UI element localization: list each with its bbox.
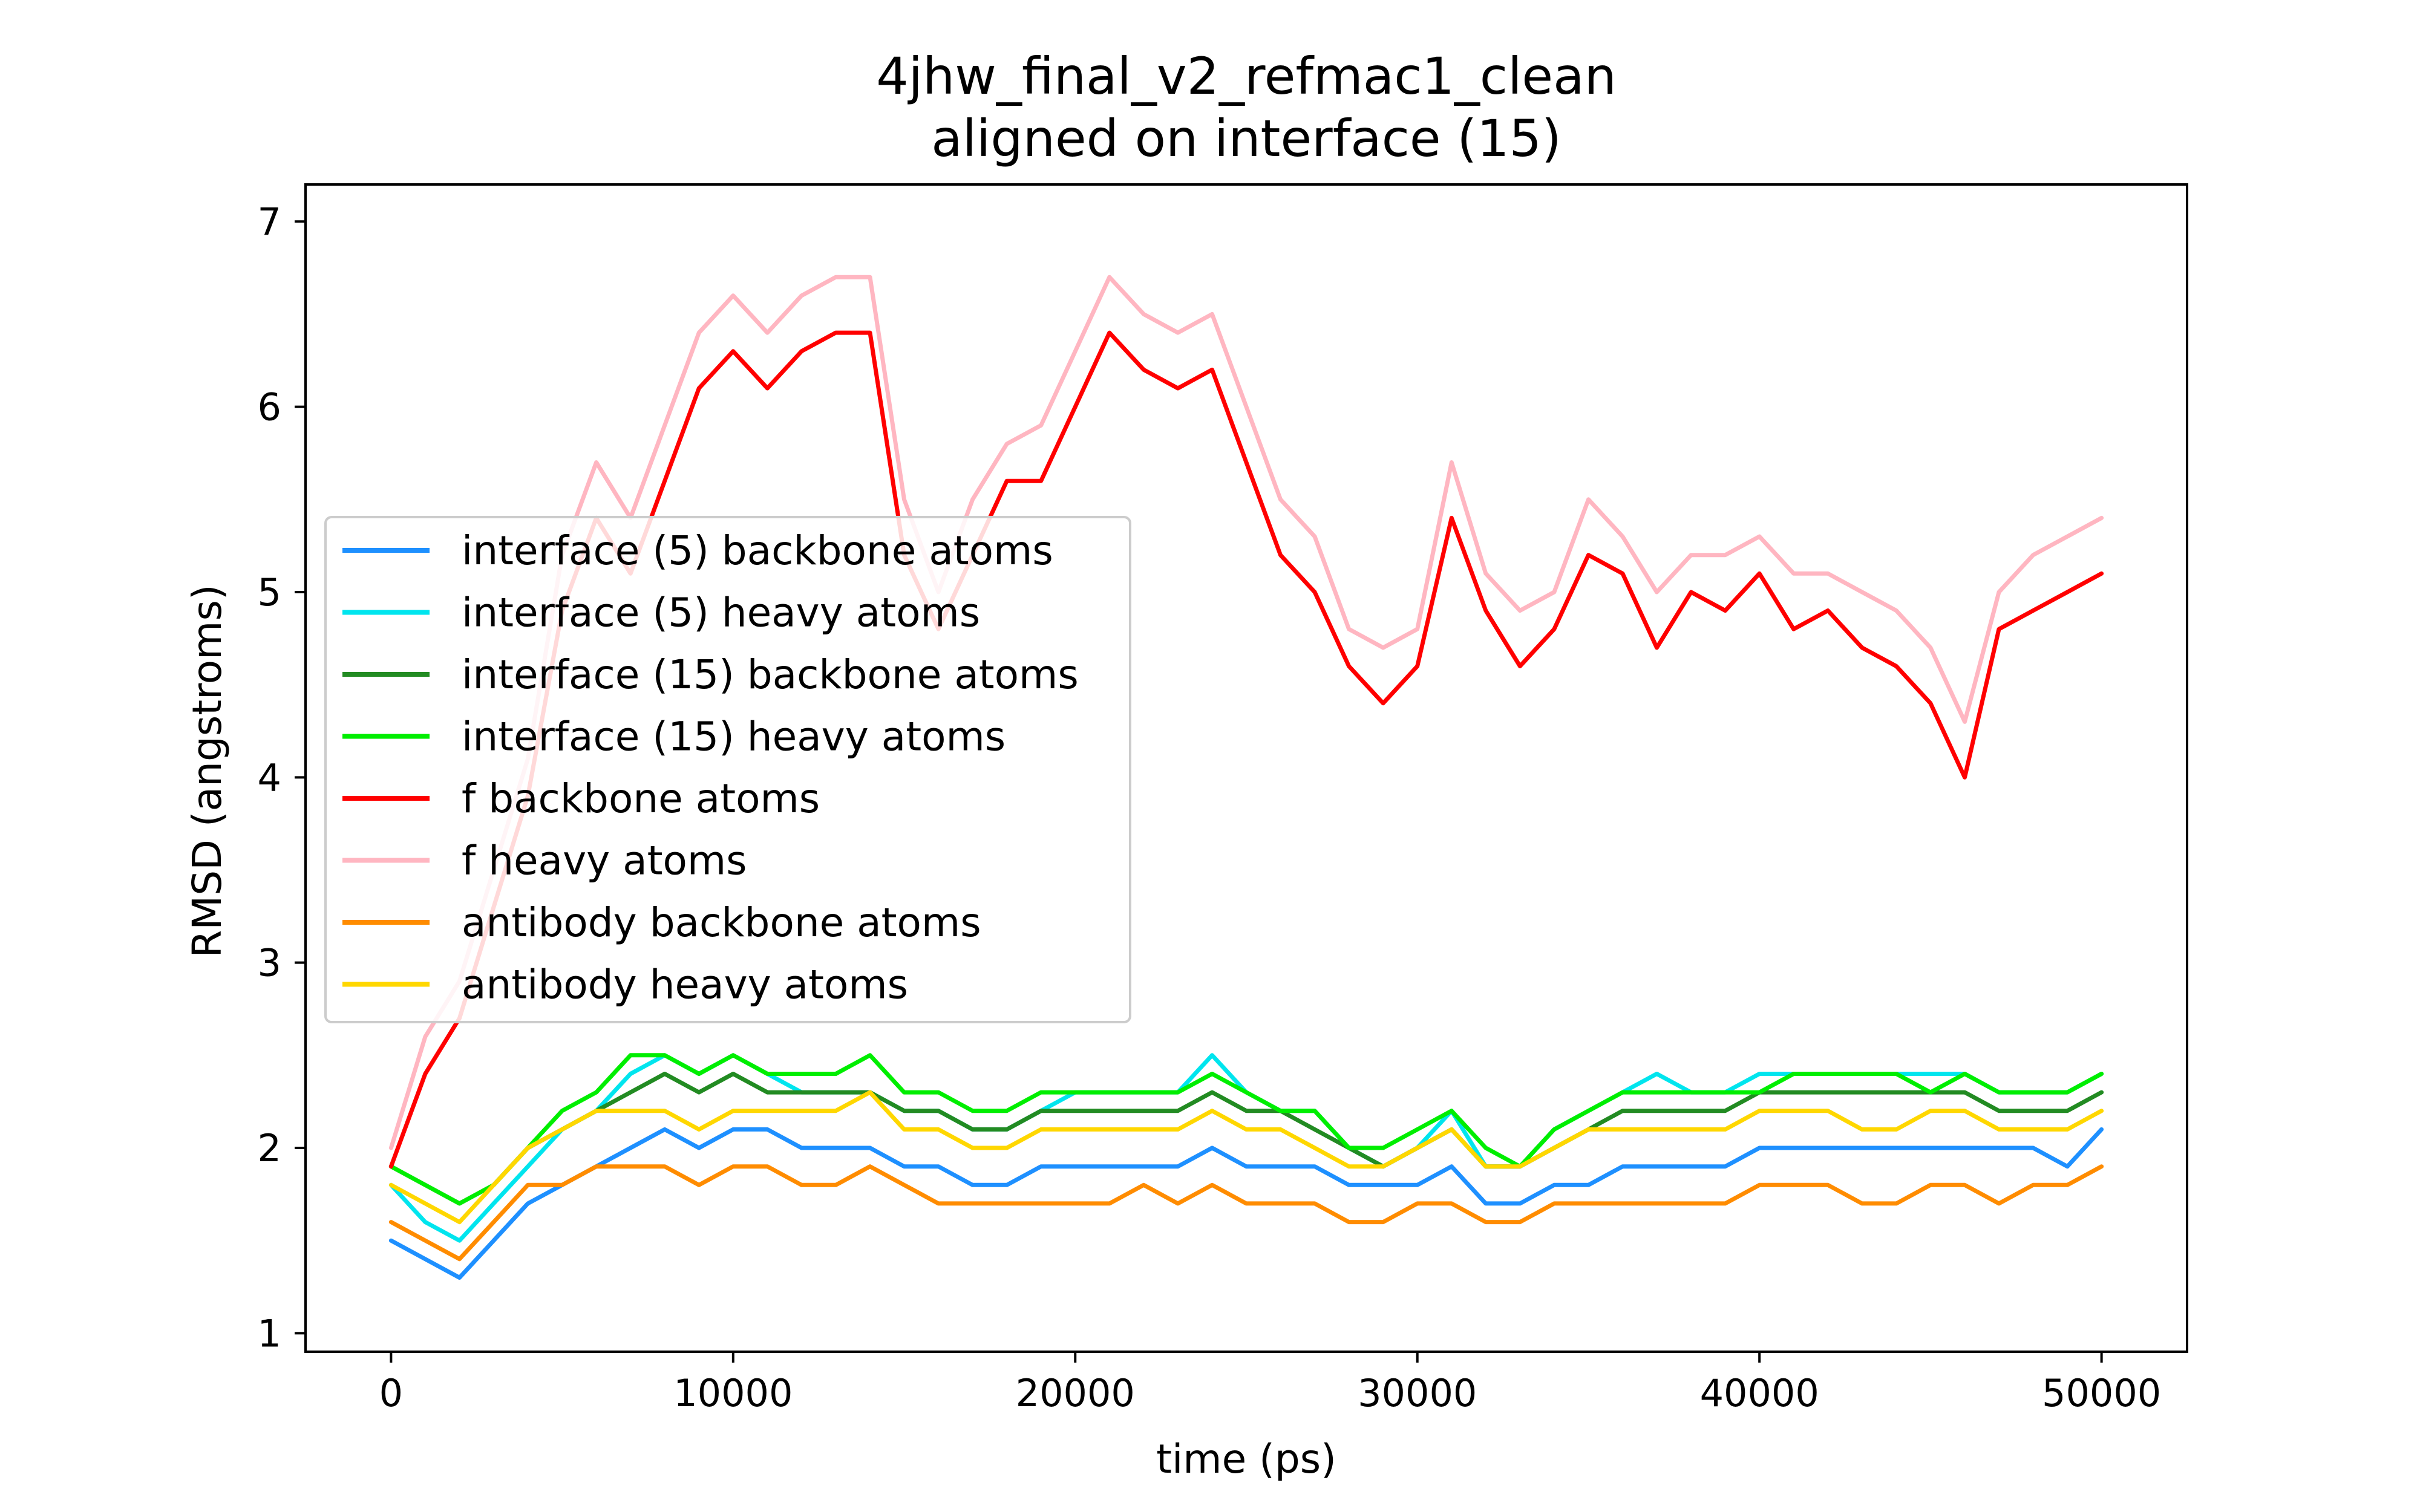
x-tick-label-1: 10000 bbox=[673, 1371, 793, 1415]
legend: interface (5) backbone atoms interface (5… bbox=[324, 516, 1131, 1023]
legend-label-5: f heavy atoms bbox=[462, 838, 747, 884]
legend-label-1: interface (5) heavy atoms bbox=[462, 590, 980, 636]
series-line-0 bbox=[388, 1127, 2104, 1280]
plot-frame bbox=[304, 183, 2188, 1353]
series-line-5 bbox=[388, 275, 2104, 1150]
y-tick-label-6: 7 bbox=[258, 200, 281, 244]
legend-label-7: antibody heavy atoms bbox=[462, 962, 908, 1008]
plot-area bbox=[388, 275, 2104, 1280]
y-axis-label: RMSD (angstroms) bbox=[184, 584, 231, 957]
y-tick-label-5: 6 bbox=[258, 385, 281, 429]
y-tick-label-2: 3 bbox=[258, 941, 281, 985]
legend-box bbox=[324, 516, 1131, 1023]
y-tick-label-0: 1 bbox=[258, 1311, 281, 1355]
x-axis-label: time (ps) bbox=[1156, 1436, 1336, 1482]
x-tick-label-5: 50000 bbox=[2042, 1371, 2161, 1415]
legend-label-0: interface (5) backbone atoms bbox=[462, 527, 1053, 574]
chart-subtitle: aligned on interface (15) bbox=[931, 109, 1562, 168]
series-line-4 bbox=[388, 330, 2104, 1169]
series-line-7 bbox=[388, 1090, 2104, 1225]
x-tick-label-0: 0 bbox=[379, 1371, 403, 1415]
legend-label-3: interface (15) heavy atoms bbox=[462, 714, 1006, 760]
axes: 0 10000 20000 30000 40000 50000 1 2 3 4 5 6 7 bbox=[258, 183, 2188, 1415]
chart-title: 4jhw_final_v2_refmac1_clean bbox=[876, 47, 1617, 106]
y-tick-label-1: 2 bbox=[258, 1126, 281, 1170]
legend-label-6: antibody backbone atoms bbox=[462, 899, 981, 946]
series-line-6 bbox=[388, 1164, 2104, 1262]
x-tick-label-3: 30000 bbox=[1358, 1371, 1477, 1415]
y-tick-label-4: 5 bbox=[258, 570, 281, 614]
legend-label-4: f backbone atoms bbox=[462, 775, 820, 822]
y-tick-label-3: 4 bbox=[258, 755, 281, 800]
x-tick-label-4: 40000 bbox=[1700, 1371, 1819, 1415]
x-tick-label-2: 20000 bbox=[1016, 1371, 1135, 1415]
series-line-3 bbox=[388, 1053, 2104, 1206]
series-line-2 bbox=[388, 1072, 2104, 1206]
legend-label-2: interface (15) backbone atoms bbox=[462, 651, 1079, 698]
